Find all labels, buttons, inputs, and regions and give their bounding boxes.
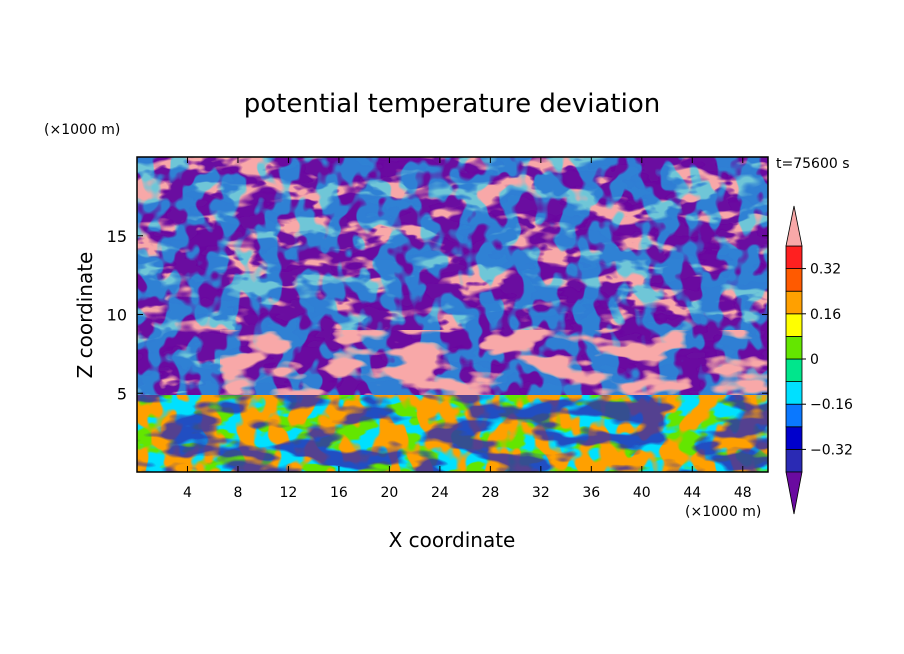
x-tick-label: 36 bbox=[582, 485, 600, 501]
time-label: t=75600 s bbox=[776, 156, 850, 172]
colorbar-segment bbox=[785, 358, 803, 383]
x-axis-ticks: 4 8 12 16 20 24 28 32 36 40 44 48 bbox=[183, 157, 752, 501]
x-tick-label: 28 bbox=[481, 485, 499, 501]
colorbar-segment bbox=[785, 381, 803, 405]
colorbar-segment bbox=[785, 448, 803, 473]
colorbar-segment bbox=[785, 426, 803, 450]
x-tick-label: 40 bbox=[633, 485, 651, 501]
colorbar-tick-label: −0.32 bbox=[810, 442, 853, 458]
x-tick-label: 4 bbox=[183, 485, 192, 501]
y-tick-label: 15 bbox=[107, 227, 127, 246]
plot-area bbox=[137, 157, 768, 472]
x-tick-label: 12 bbox=[280, 485, 298, 501]
colorbar-top-extension bbox=[785, 205, 803, 247]
x-tick-label: 44 bbox=[683, 485, 701, 501]
colorbar-segment bbox=[785, 403, 803, 428]
colorbar-segment bbox=[785, 245, 803, 270]
x-unit-label: (×1000 m) bbox=[685, 504, 761, 520]
x-tick-label: 20 bbox=[380, 485, 398, 501]
y-tick-label: 5 bbox=[117, 384, 127, 403]
colorbar-segment bbox=[785, 313, 803, 337]
colorbar-segment bbox=[785, 268, 803, 292]
colorbar: 0.32 0.16 0 −0.16 −0.32 bbox=[785, 205, 853, 515]
colorbar-tick-label: 0 bbox=[810, 352, 819, 368]
colorbar-tick-label: 0.32 bbox=[810, 262, 841, 278]
y-axis-ticks: 5 10 15 bbox=[107, 227, 768, 403]
field-mid-pink-band bbox=[220, 330, 768, 395]
x-tick-label: 8 bbox=[233, 485, 242, 501]
colorbar-segment bbox=[785, 335, 803, 360]
x-tick-label: 48 bbox=[734, 485, 752, 501]
x-tick-label: 24 bbox=[431, 485, 449, 501]
chart-title: potential temperature deviation bbox=[244, 89, 660, 119]
y-unit-label: (×1000 m) bbox=[44, 122, 120, 138]
x-tick-label: 32 bbox=[532, 485, 550, 501]
colorbar-segment bbox=[785, 290, 803, 315]
field-lower-region bbox=[137, 395, 768, 472]
colorbar-bottom-extension bbox=[785, 471, 803, 515]
x-tick-label: 16 bbox=[330, 485, 348, 501]
y-tick-label: 10 bbox=[107, 306, 127, 325]
y-axis-label: Z coordinate bbox=[73, 252, 97, 379]
colorbar-tick-label: 0.16 bbox=[810, 307, 841, 323]
x-axis-label: X coordinate bbox=[389, 528, 516, 552]
colorbar-tick-label: −0.16 bbox=[810, 397, 853, 413]
